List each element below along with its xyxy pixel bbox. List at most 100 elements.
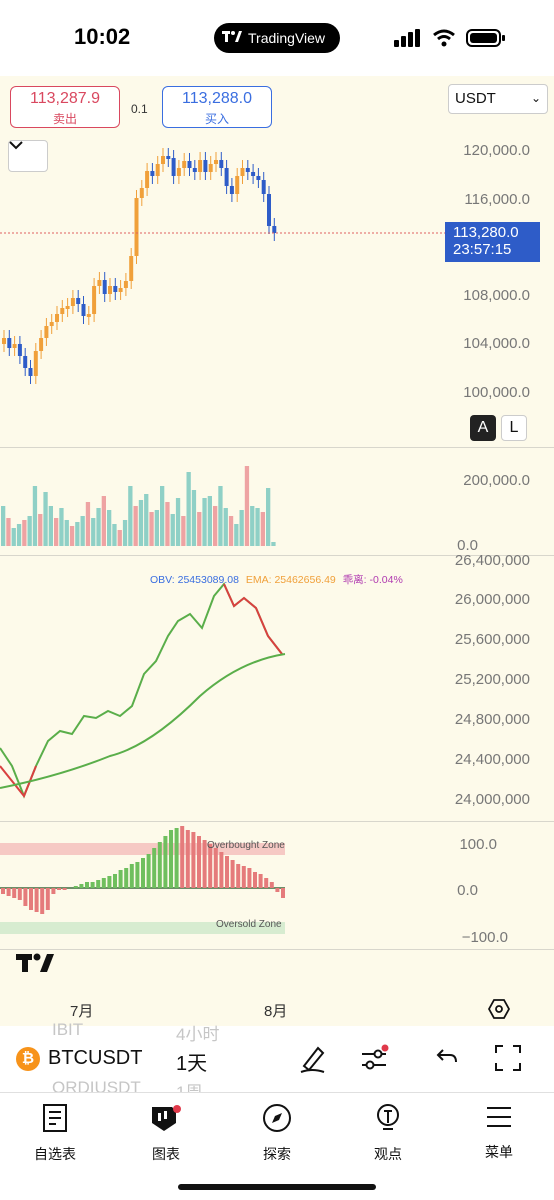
osc-bar: [180, 826, 185, 888]
undo-icon[interactable]: [436, 1044, 458, 1075]
candle: [2, 338, 6, 344]
indicators-icon[interactable]: [360, 1044, 390, 1079]
ema-value: EMA: 25462656.49: [245, 574, 336, 586]
volume-bar: [128, 486, 133, 546]
nav-label: 探索: [263, 1146, 291, 1162]
osc-bar: [208, 844, 213, 888]
currency-select[interactable]: USDT ⌄: [448, 84, 548, 114]
candle: [39, 338, 44, 351]
volume-bar: [154, 510, 159, 546]
osc-bar: [6, 888, 11, 896]
candle: [145, 171, 150, 188]
volume-bar: [186, 472, 191, 546]
volume-bar: [202, 498, 207, 546]
volume-bar: [191, 490, 197, 546]
candle: [272, 226, 277, 233]
candle: [166, 156, 171, 159]
volume-bar: [107, 510, 112, 546]
osc-bar: [79, 884, 84, 888]
obv-axis-label: 24,800,000: [454, 711, 530, 728]
osc-bar: [17, 888, 22, 900]
volume-bar: [1, 506, 6, 546]
osc-bar: [129, 864, 134, 888]
fullscreen-icon[interactable]: [494, 1044, 522, 1077]
nav-watchlist[interactable]: 自选表: [15, 1103, 95, 1164]
candle: [81, 304, 86, 316]
app-badge: TradingView: [214, 23, 340, 53]
drawing-tools-icon[interactable]: [298, 1044, 326, 1079]
osc-bar: [57, 888, 61, 890]
candle: [33, 351, 38, 376]
osc-bar: [157, 842, 162, 888]
osc-bar: [236, 864, 241, 888]
osc-bar: [174, 828, 179, 888]
volume-bar: [22, 520, 27, 546]
obv-line-down: [0, 765, 37, 798]
chart-area[interactable]: 113,287.9 卖出 0.1 113,288.0 买入 USDT ⌄ 120…: [0, 76, 554, 1026]
volume-bar: [16, 524, 22, 546]
nav-menu[interactable]: 菜单: [459, 1103, 539, 1162]
candle: [139, 188, 144, 198]
candle: [102, 280, 107, 294]
log-scale-button[interactable]: L: [501, 415, 527, 441]
candle: [92, 286, 97, 314]
osc-bar: [45, 888, 50, 910]
sell-button[interactable]: 113,287.9 卖出: [10, 86, 120, 128]
spread-value: 0.1: [131, 102, 148, 116]
volume-bar: [250, 506, 255, 546]
obv-legend[interactable]: OBV: 25453089.08 EMA: 25462656.49 乖离: -0…: [150, 572, 403, 587]
symbol-toolbar: IBIT 4小时 ORDIUSDT 1周 ₿ BTCUSDT 1天: [0, 1020, 554, 1102]
candle: [97, 280, 102, 286]
auto-scale-button[interactable]: A: [470, 415, 496, 441]
obv-axis-label: 24,000,000: [454, 791, 530, 808]
candle: [240, 168, 245, 176]
nav-chart[interactable]: 图表: [126, 1103, 206, 1164]
pane-divider[interactable]: [0, 949, 554, 950]
candle: [86, 314, 91, 317]
osc-bar: [225, 856, 229, 888]
currency-value: USDT: [455, 90, 496, 107]
pane-divider[interactable]: [0, 447, 554, 448]
status-icons: [394, 28, 506, 48]
volume-bar: [38, 514, 43, 546]
volume-bar: [96, 508, 101, 546]
home-indicator: [178, 1184, 376, 1190]
collapse-panel-button[interactable]: [8, 140, 48, 172]
volume-bar: [260, 512, 265, 546]
volume-bar: [213, 506, 218, 546]
candle: [208, 164, 213, 172]
interval-selector[interactable]: 1天: [176, 1053, 208, 1075]
osc-bar: [124, 868, 129, 888]
nav-explore[interactable]: 探索: [237, 1103, 317, 1164]
volume-bar: [59, 508, 64, 546]
ema-line: [0, 653, 286, 789]
volume-bar: [244, 466, 250, 546]
nav-ideas[interactable]: 观点: [348, 1103, 428, 1164]
volume-bar: [207, 496, 212, 546]
osc-bar: [264, 878, 269, 888]
overbought-zone: [0, 843, 285, 855]
nav-label: 观点: [374, 1146, 402, 1162]
obv-axis-label: 25,600,000: [454, 631, 530, 648]
symbol-selector[interactable]: BTCUSDT: [48, 1047, 143, 1069]
volume-bar: [112, 524, 117, 546]
osc-bar: [213, 848, 218, 888]
obv-line-down: [223, 583, 283, 655]
pane-divider[interactable]: [0, 821, 554, 822]
candle: [171, 158, 176, 176]
candle: [129, 256, 134, 281]
buy-price: 113,288.0: [182, 90, 252, 107]
pane-divider[interactable]: [0, 555, 554, 556]
candle: [155, 164, 160, 176]
osc-bar: [51, 888, 56, 894]
bar-countdown: 23:57:15: [453, 241, 512, 258]
buy-button[interactable]: 113,288.0 买入: [162, 86, 272, 128]
volume-bar: [6, 518, 11, 546]
chart-canvas[interactable]: [0, 76, 554, 1026]
candle: [17, 344, 22, 356]
obv-line: [0, 582, 283, 799]
obv-value: OBV: 25453089.08: [150, 574, 239, 586]
osc-bar: [247, 868, 252, 888]
osc-bar: [169, 830, 173, 888]
volume-bar: [101, 496, 106, 546]
